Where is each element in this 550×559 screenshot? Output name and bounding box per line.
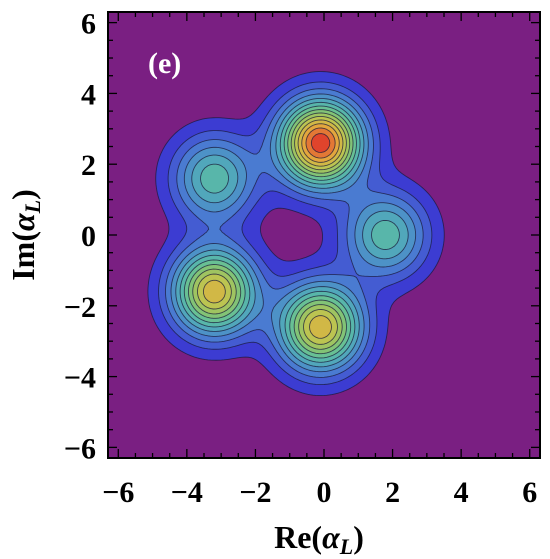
contour-level-8 bbox=[192, 112, 351, 350]
y-tick-label: −2 bbox=[64, 291, 96, 324]
x-tick-label: 6 bbox=[522, 476, 537, 509]
x-tick-label: 2 bbox=[385, 476, 400, 509]
contour-level-13 bbox=[310, 133, 331, 153]
y-tick-label: 0 bbox=[81, 220, 96, 253]
x-axis-label: Re(αL) bbox=[274, 519, 364, 559]
contour-layer bbox=[147, 71, 445, 397]
y-tick-label: 6 bbox=[81, 8, 96, 41]
panel-label: (e) bbox=[148, 47, 181, 80]
x-tick-label: 0 bbox=[317, 476, 332, 509]
y-tick-label: −4 bbox=[64, 362, 96, 395]
y-tick-label: 4 bbox=[81, 78, 96, 111]
x-tick-label: 4 bbox=[454, 476, 469, 509]
tick-labels: −6 −4 −2 0 2 4 6 −6 −4 −2 0 2 4 6 bbox=[64, 8, 537, 509]
tick-marks bbox=[108, 12, 540, 458]
y-axis-label: Im(αL) bbox=[5, 189, 45, 281]
y-tick-label: 2 bbox=[81, 149, 96, 182]
y-tick-label: −6 bbox=[64, 432, 96, 465]
x-tick-label: −2 bbox=[239, 476, 271, 509]
x-tick-label: −6 bbox=[102, 476, 134, 509]
x-tick-label: −4 bbox=[171, 476, 203, 509]
